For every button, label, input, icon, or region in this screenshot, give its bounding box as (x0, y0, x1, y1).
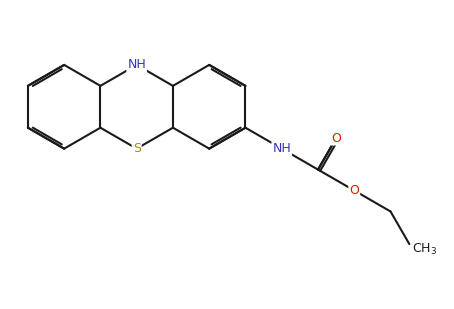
Text: NH: NH (127, 58, 146, 71)
Text: CH$_3$: CH$_3$ (413, 242, 438, 257)
Text: O: O (331, 132, 341, 145)
Text: S: S (133, 142, 141, 155)
Text: O: O (349, 184, 359, 197)
Text: NH: NH (272, 142, 291, 155)
